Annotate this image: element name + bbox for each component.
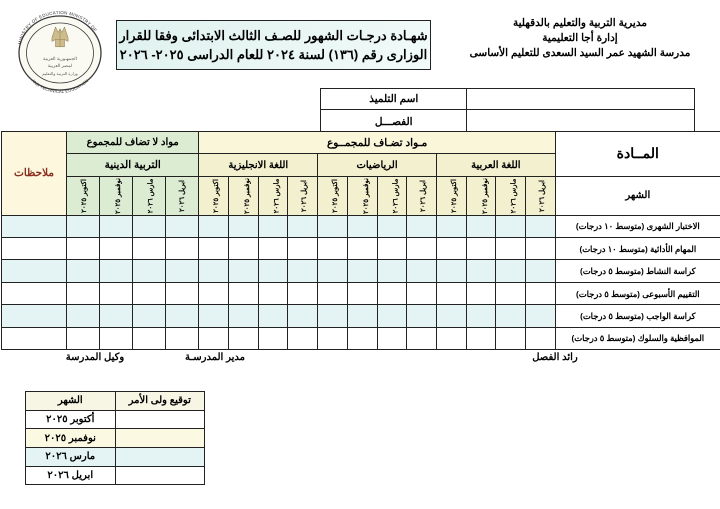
svg-text:وزارة التربية والتعليم: وزارة التربية والتعليم (42, 71, 78, 76)
